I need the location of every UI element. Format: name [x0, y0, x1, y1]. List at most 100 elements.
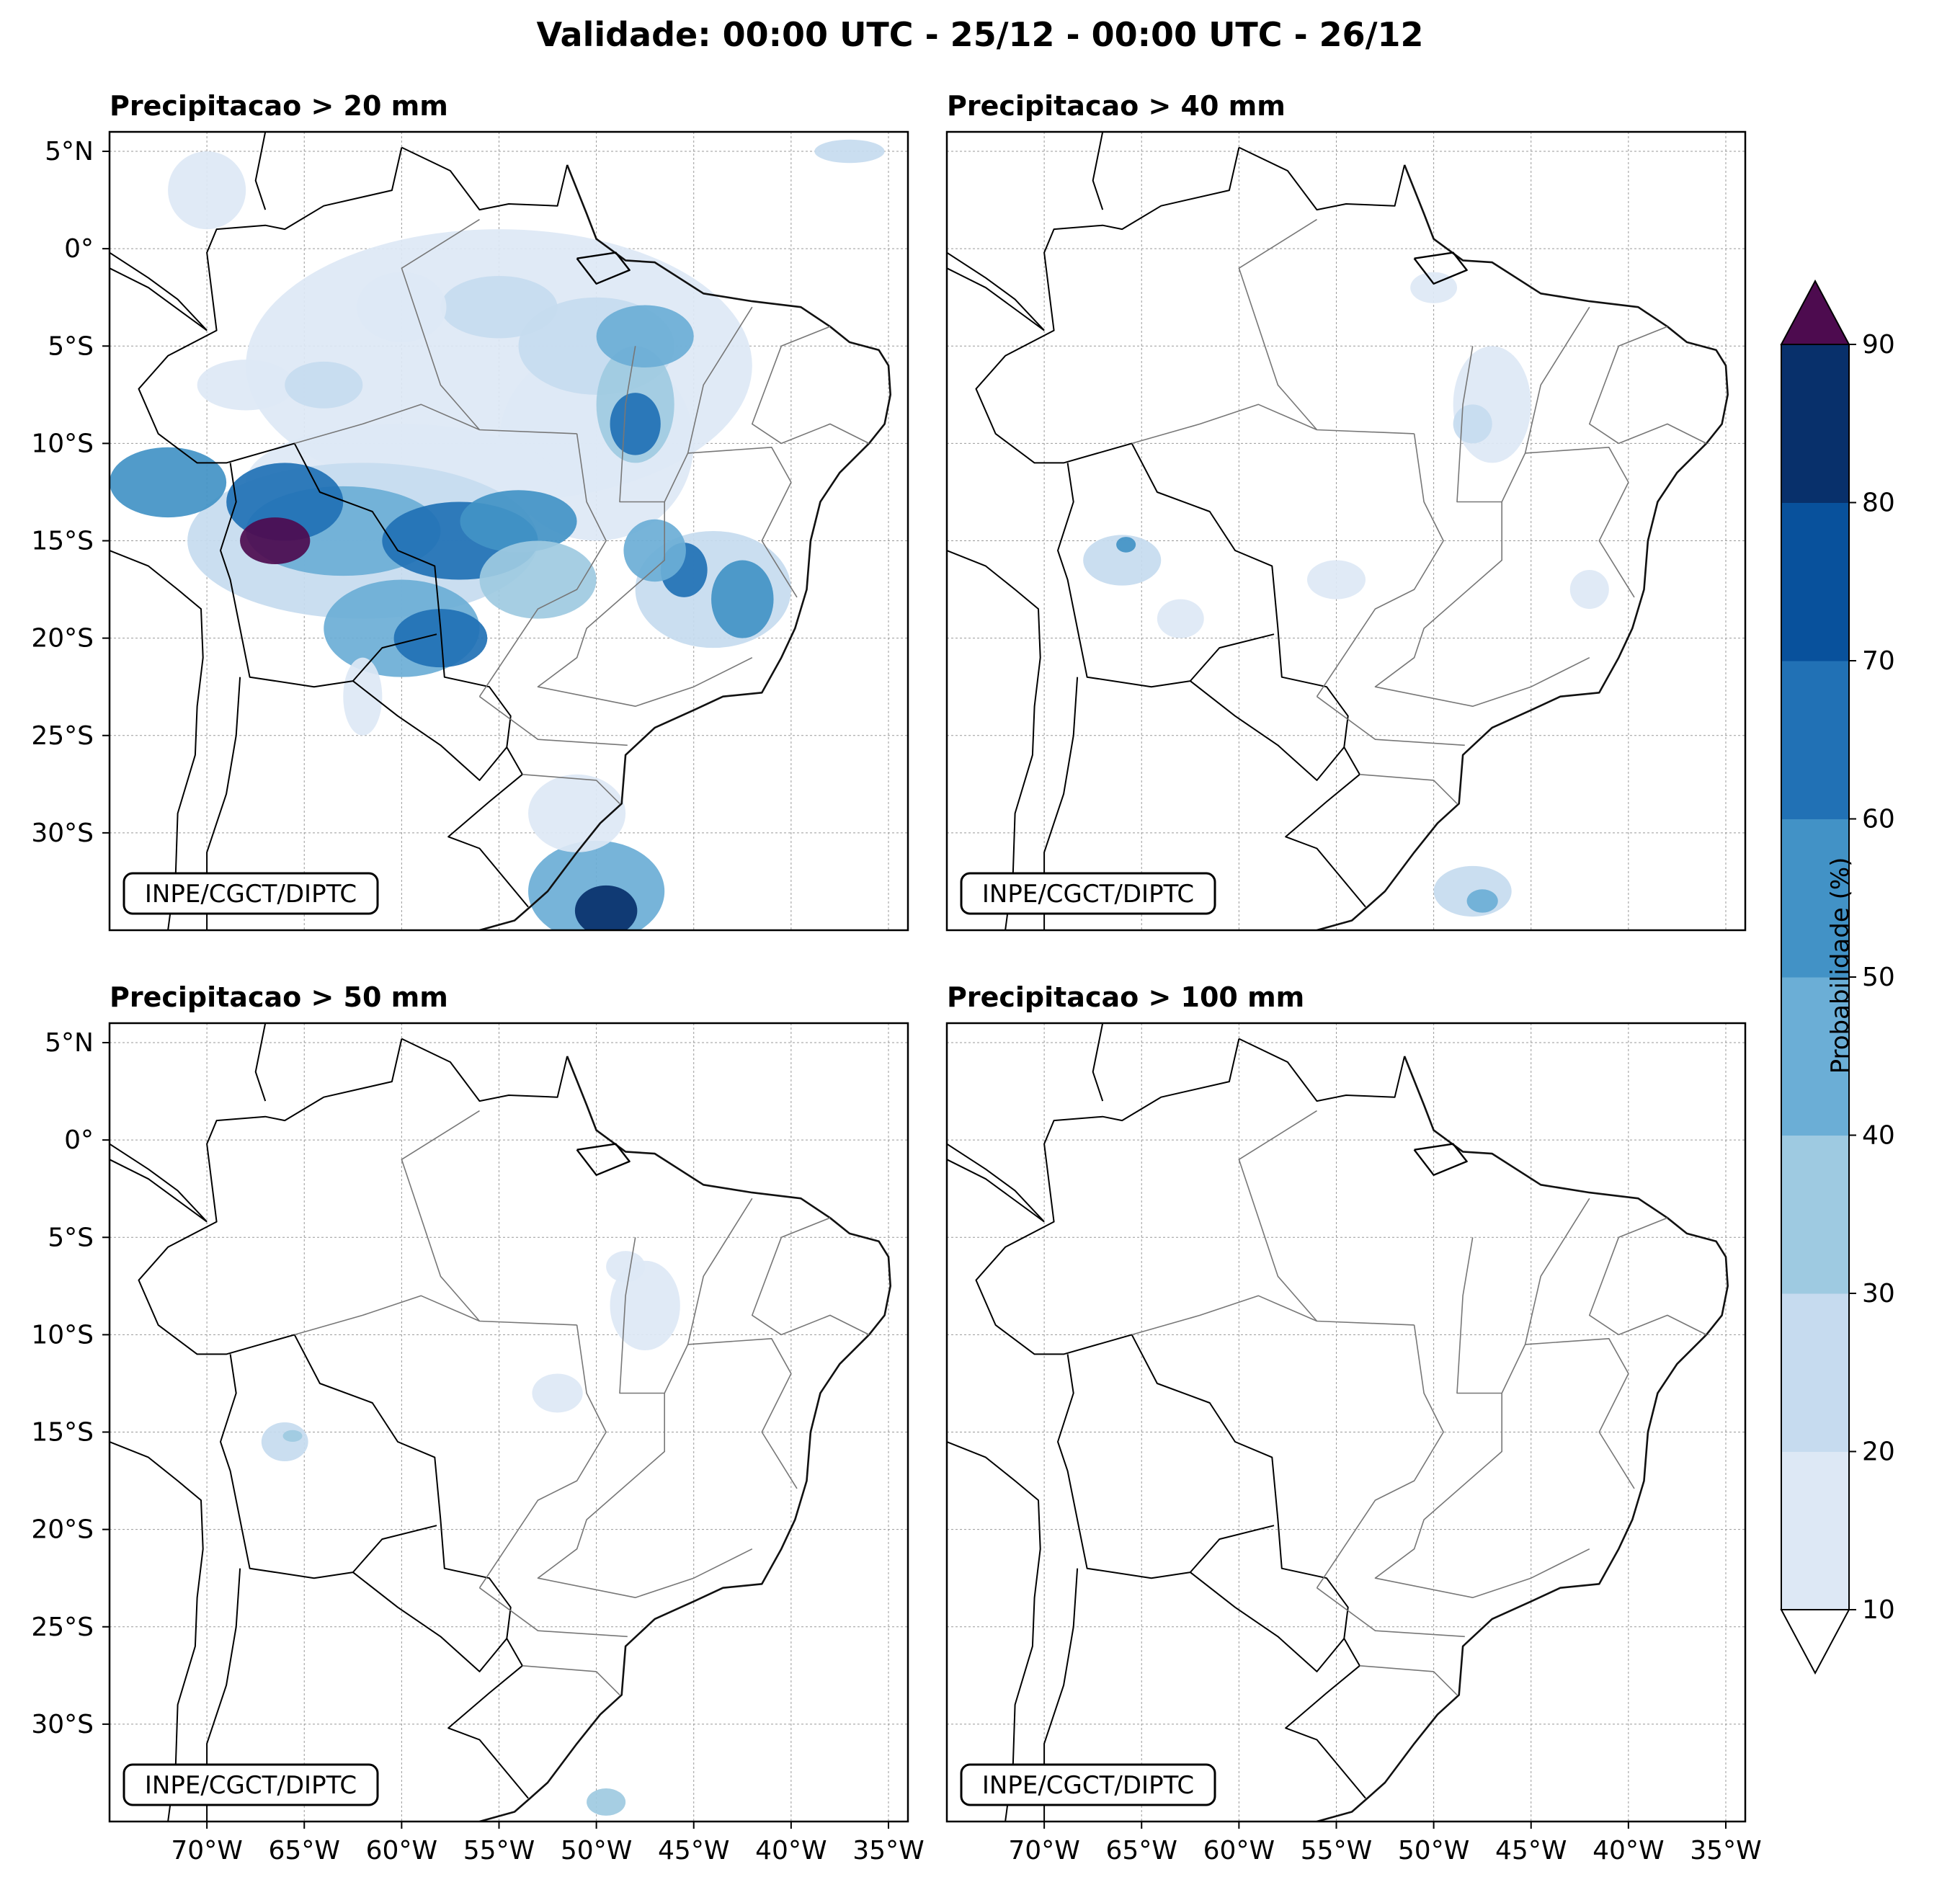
- colorbar-segment: [1781, 819, 1849, 978]
- state-border: [1316, 1324, 1444, 1589]
- credit-box: INPE/CGCT/DIPTC: [122, 1763, 379, 1806]
- latitude-labels: 5°N 0° 5°S 10°S 15°S 20°S 25°S 30°S: [31, 1028, 110, 1739]
- map-frame: [108, 130, 909, 932]
- state-border: [537, 501, 753, 707]
- country-border: [479, 1056, 891, 1822]
- country-border: [138, 147, 529, 908]
- country-borders: [947, 1023, 1729, 1822]
- precip-area: [532, 1373, 583, 1413]
- lat-tick-label: 5°S: [48, 331, 94, 361]
- state-border: [1359, 774, 1458, 804]
- precip-area: [343, 657, 383, 736]
- panel-precip-40mm: Precipitacao > 40 mm INPE/CGCT/DIPTC: [945, 90, 1747, 932]
- precip-area: [168, 151, 246, 230]
- country-border: [947, 1143, 1045, 1223]
- state-border: [1317, 1587, 1465, 1638]
- country-borders: [110, 132, 891, 930]
- state-border: [1317, 696, 1465, 746]
- precip-area: [1569, 570, 1609, 610]
- credit-box: INPE/CGCT/DIPTC: [122, 872, 379, 915]
- state-border: [478, 1324, 607, 1589]
- lon-tick-label: 50°W: [1398, 1836, 1469, 1865]
- state-border: [1525, 1338, 1635, 1489]
- precip-area: [1466, 889, 1498, 913]
- lat-tick-label: 15°S: [31, 527, 94, 556]
- map-frame: [945, 1022, 1747, 1823]
- gridlines: [947, 132, 1745, 930]
- colorbar-segment: [1781, 502, 1849, 661]
- country-border: [220, 1354, 437, 1579]
- colorbar-label: Probabilidade (%): [1826, 857, 1855, 1074]
- precip-area: [1453, 404, 1492, 444]
- state-border: [537, 1393, 753, 1598]
- precip-area: [197, 360, 295, 411]
- country-border: [1317, 1056, 1729, 1822]
- state-border: [687, 447, 798, 598]
- precip-area: [1116, 537, 1136, 553]
- colorbar-segment: [1781, 661, 1849, 819]
- country-border: [947, 550, 1041, 930]
- precip-area: [574, 885, 638, 930]
- lat-tick-label: 5°N: [45, 1028, 94, 1058]
- precip-shading: [110, 139, 885, 930]
- precip-area: [460, 490, 577, 553]
- colorbar-extend-min: [1780, 1609, 1850, 1675]
- state-border: [1525, 447, 1635, 598]
- panel-precip-20mm: Precipitacao > 20 mm 5°N 0° 5°S 10°S 15°S 20°…: [31, 90, 909, 932]
- precip-area: [610, 393, 661, 455]
- credit-box: INPE/CGCT/DIPTC: [960, 872, 1216, 915]
- lat-tick-label: 25°S: [31, 721, 94, 751]
- country-border: [401, 146, 569, 211]
- lat-tick-label: 0°: [64, 1125, 94, 1155]
- figure-title: Validade: 00:00 UTC - 25/12 - 00:00 UTC …: [536, 15, 1423, 54]
- lat-tick-label: 10°S: [31, 1320, 94, 1350]
- country-border: [352, 1571, 508, 1672]
- credit-label: INPE/CGCT/DIPTC: [982, 880, 1194, 909]
- state-border: [1131, 1295, 1415, 1336]
- state-border: [479, 696, 628, 746]
- panel-precip-50mm: Precipitacao > 50 mm 5°N 0° 5°S 10°S 15°S 20°…: [31, 981, 924, 1865]
- lat-tick-label: 10°S: [31, 429, 94, 458]
- lat-tick-label: 0°: [64, 234, 94, 264]
- precip-area: [357, 272, 447, 342]
- colorbar-segment: [1781, 977, 1849, 1136]
- precip-shading: [1083, 272, 1609, 917]
- country-border: [1190, 1571, 1345, 1672]
- country-border: [947, 251, 1045, 331]
- lat-tick-label: 15°S: [31, 1418, 94, 1448]
- state-border: [752, 326, 870, 445]
- colorbar-tick-label: 20: [1862, 1437, 1895, 1467]
- lon-tick-label: 40°W: [1592, 1836, 1664, 1865]
- country-border: [975, 147, 1366, 908]
- precip-area: [240, 517, 311, 564]
- country-borders: [947, 132, 1729, 930]
- country-border: [576, 1143, 631, 1176]
- colorbar: 10 20 30 40 50 60 70 80 90 Probabilidade (%): [1780, 279, 1895, 1675]
- state-border: [401, 218, 481, 431]
- country-border: [110, 1143, 208, 1223]
- precip-area: [440, 275, 558, 339]
- colorbar-tick-label: 50: [1862, 963, 1895, 992]
- country-border: [1057, 463, 1275, 688]
- state-border: [1316, 433, 1444, 697]
- lon-tick-label: 65°W: [1106, 1836, 1177, 1865]
- state-border: [522, 774, 620, 804]
- lat-tick-label: 5°N: [45, 137, 94, 166]
- precip-area: [282, 1430, 303, 1443]
- lat-tick-label: 30°S: [31, 1710, 94, 1739]
- lat-tick-label: 25°S: [31, 1613, 94, 1642]
- credit-box: INPE/CGCT/DIPTC: [960, 1763, 1216, 1806]
- map-frame: [108, 1022, 909, 1823]
- lon-tick-label: 40°W: [755, 1836, 827, 1865]
- precip-area: [587, 1788, 626, 1816]
- colorbar-tick-label: 40: [1862, 1121, 1895, 1151]
- lon-tick-label: 60°W: [1203, 1836, 1275, 1865]
- lon-tick-label: 45°W: [658, 1836, 729, 1865]
- longitude-labels: 70°W 65°W 60°W 55°W 50°W 45°W 40°W 35°W: [171, 1822, 925, 1865]
- country-border: [254, 1023, 267, 1102]
- country-border: [947, 267, 1045, 331]
- lon-tick-label: 55°W: [463, 1836, 535, 1865]
- precip-area: [1083, 535, 1162, 586]
- country-border: [1092, 1023, 1104, 1102]
- country-border: [1057, 1354, 1275, 1579]
